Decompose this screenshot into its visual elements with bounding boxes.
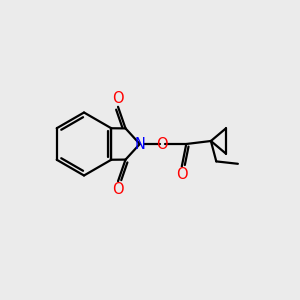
- Text: O: O: [112, 182, 124, 197]
- Text: N: N: [134, 136, 145, 152]
- Text: O: O: [176, 167, 188, 182]
- Text: O: O: [157, 136, 168, 152]
- Text: O: O: [112, 91, 124, 106]
